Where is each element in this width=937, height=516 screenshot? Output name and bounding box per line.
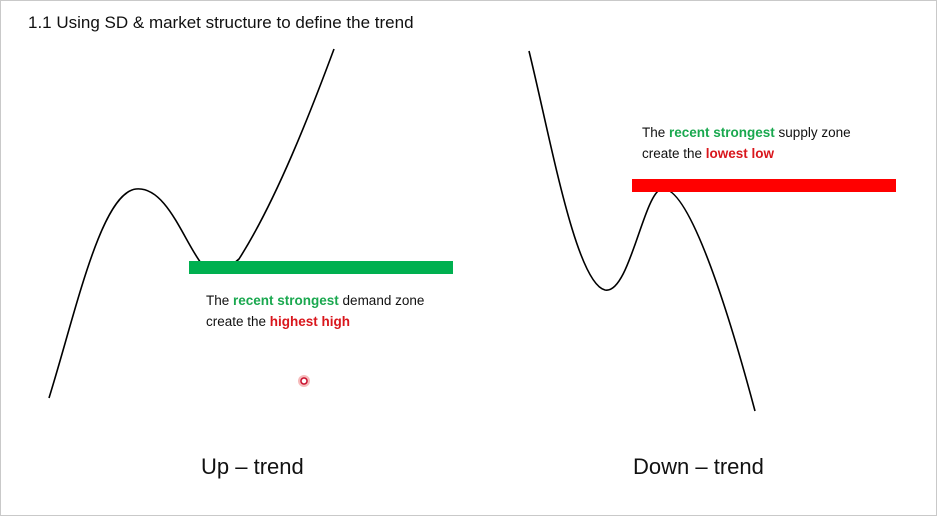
uptrend-note-text: demand zone	[338, 293, 425, 308]
supply-zone-bar	[632, 179, 896, 192]
uptrend-note-line-1: The recent strongest demand zone	[206, 290, 424, 311]
downtrend-note-line-1: The recent strongest supply zone	[642, 122, 851, 143]
downtrend-caption: Down – trend	[633, 454, 764, 479]
downtrend-note-highlight-red: lowest low	[705, 146, 775, 161]
uptrend-note-highlight-red: highest high	[269, 314, 351, 329]
downtrend-note-highlight-green: recent strongest	[669, 125, 775, 140]
downtrend-note-text: create the	[642, 146, 706, 161]
slide-title: 1.1 Using SD & market structure to defin…	[28, 13, 414, 32]
laser-pointer-icon	[298, 375, 310, 387]
downtrend-note-text: supply zone	[774, 125, 851, 140]
uptrend-note-line-2: create the highest high	[206, 311, 424, 332]
uptrend-note-text: create the	[206, 314, 270, 329]
uptrend-note: The recent strongest demand zone create …	[206, 290, 424, 332]
uptrend-note-highlight-green: recent strongest	[233, 293, 339, 308]
downtrend-note-line-2: create the lowest low	[642, 143, 851, 164]
downtrend-note: The recent strongest supply zone create …	[642, 122, 851, 164]
downtrend-price-curve	[528, 50, 756, 412]
uptrend-note-text: The	[206, 293, 234, 308]
uptrend-price-curve	[48, 48, 335, 399]
uptrend-caption: Up – trend	[201, 454, 304, 479]
downtrend-note-text: The	[642, 125, 670, 140]
demand-zone-bar	[189, 261, 453, 274]
